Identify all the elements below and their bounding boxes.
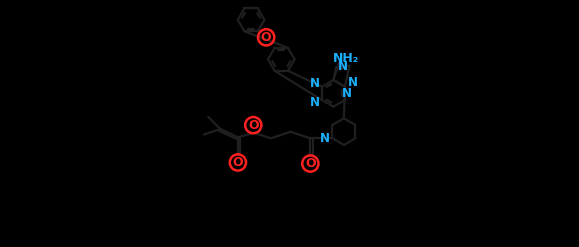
Text: N: N <box>310 77 320 90</box>
Text: O: O <box>305 157 316 170</box>
Text: N: N <box>310 96 320 109</box>
Text: N: N <box>338 61 349 73</box>
Text: NH₂: NH₂ <box>332 52 358 64</box>
Text: O: O <box>248 119 259 132</box>
Text: O: O <box>233 156 243 169</box>
Text: N: N <box>342 87 352 100</box>
Text: N: N <box>347 76 358 89</box>
Text: N: N <box>320 132 330 145</box>
Text: O: O <box>261 31 272 44</box>
